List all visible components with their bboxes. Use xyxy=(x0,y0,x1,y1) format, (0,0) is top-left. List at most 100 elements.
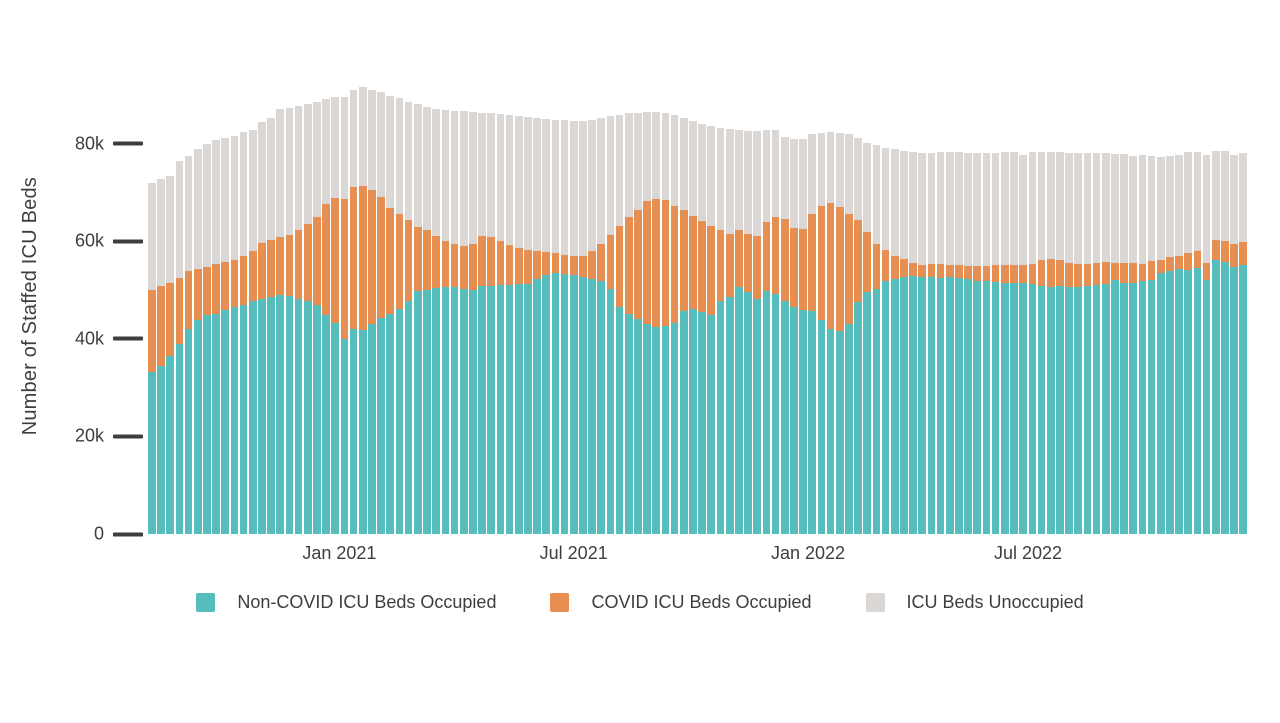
stacked-bar-week[interactable] xyxy=(524,117,532,534)
stacked-bar-week[interactable] xyxy=(230,135,239,534)
stacked-bar-week[interactable] xyxy=(542,119,551,534)
stacked-bar-week[interactable] xyxy=(166,175,175,534)
stacked-bar-week[interactable] xyxy=(1166,156,1174,534)
stacked-bar-week[interactable] xyxy=(1175,154,1183,534)
stacked-bar-week[interactable] xyxy=(597,118,606,534)
stacked-bar-week[interactable] xyxy=(148,182,156,534)
stacked-bar-week[interactable] xyxy=(1129,155,1138,534)
stacked-bar-week[interactable] xyxy=(248,130,257,534)
legend-item[interactable]: ICU Beds Unoccupied xyxy=(865,592,1084,613)
stacked-bar-week[interactable] xyxy=(313,101,321,534)
stacked-bar-week[interactable] xyxy=(569,120,578,534)
stacked-bar-week[interactable] xyxy=(817,132,826,534)
stacked-bar-week[interactable] xyxy=(423,107,431,534)
stacked-bar-week[interactable] xyxy=(404,101,413,534)
stacked-bar-week[interactable] xyxy=(1111,153,1119,534)
stacked-bar-week[interactable] xyxy=(1065,153,1073,534)
stacked-bar-week[interactable] xyxy=(643,112,651,534)
stacked-bar-week[interactable] xyxy=(331,96,340,534)
stacked-bar-week[interactable] xyxy=(744,130,752,534)
stacked-bar-week[interactable] xyxy=(212,140,220,534)
stacked-bar-week[interactable] xyxy=(1010,152,1018,534)
stacked-bar-week[interactable] xyxy=(652,112,661,534)
stacked-bar-week[interactable] xyxy=(551,119,560,534)
stacked-bar-week[interactable] xyxy=(1138,155,1147,534)
stacked-bar-week[interactable] xyxy=(386,95,395,534)
stacked-bar-week[interactable] xyxy=(689,121,697,534)
stacked-bar-week[interactable] xyxy=(377,92,385,534)
stacked-bar-week[interactable] xyxy=(395,97,404,534)
stacked-bar-week[interactable] xyxy=(1028,152,1037,534)
stacked-bar-week[interactable] xyxy=(634,112,642,534)
stacked-bar-week[interactable] xyxy=(157,178,165,534)
stacked-bar-week[interactable] xyxy=(340,96,349,534)
stacked-bar-week[interactable] xyxy=(872,144,881,534)
stacked-bar-week[interactable] xyxy=(432,108,440,534)
stacked-bar-week[interactable] xyxy=(1101,153,1110,534)
stacked-bar-week[interactable] xyxy=(854,137,862,534)
stacked-bar-week[interactable] xyxy=(707,126,716,534)
stacked-bar-week[interactable] xyxy=(973,153,982,534)
legend-item[interactable]: Non-COVID ICU Beds Occupied xyxy=(196,592,496,613)
stacked-bar-week[interactable] xyxy=(1000,152,1009,534)
stacked-bar-week[interactable] xyxy=(1083,153,1092,534)
stacked-bar-week[interactable] xyxy=(679,118,688,534)
stacked-bar-week[interactable] xyxy=(1037,151,1046,534)
stacked-bar-week[interactable] xyxy=(790,139,798,534)
stacked-bar-week[interactable] xyxy=(624,113,633,534)
stacked-bar-week[interactable] xyxy=(221,138,230,534)
stacked-bar-week[interactable] xyxy=(368,89,376,534)
stacked-bar-week[interactable] xyxy=(799,138,807,534)
stacked-bar-week[interactable] xyxy=(496,114,505,534)
stacked-bar-week[interactable] xyxy=(193,148,202,534)
stacked-bar-week[interactable] xyxy=(881,147,890,534)
stacked-bar-week[interactable] xyxy=(413,104,422,534)
stacked-bar-week[interactable] xyxy=(1239,153,1248,534)
stacked-bar-week[interactable] xyxy=(615,114,624,534)
stacked-bar-week[interactable] xyxy=(698,124,706,534)
stacked-bar-week[interactable] xyxy=(1156,156,1165,534)
stacked-bar-week[interactable] xyxy=(1092,153,1101,534)
stacked-bar-week[interactable] xyxy=(845,134,853,534)
stacked-bar-week[interactable] xyxy=(909,152,917,534)
stacked-bar-week[interactable] xyxy=(579,121,587,534)
stacked-bar-week[interactable] xyxy=(588,120,596,534)
stacked-bar-week[interactable] xyxy=(533,118,541,534)
stacked-bar-week[interactable] xyxy=(358,87,367,534)
stacked-bar-week[interactable] xyxy=(1230,154,1238,534)
stacked-bar-week[interactable] xyxy=(469,112,477,534)
stacked-bar-week[interactable] xyxy=(239,132,248,534)
stacked-bar-week[interactable] xyxy=(945,151,954,534)
stacked-bar-week[interactable] xyxy=(505,115,514,534)
legend-item[interactable]: COVID ICU Beds Occupied xyxy=(550,592,812,613)
stacked-bar-week[interactable] xyxy=(936,152,945,534)
stacked-bar-week[interactable] xyxy=(203,144,211,534)
stacked-bar-week[interactable] xyxy=(753,131,762,534)
stacked-bar-week[interactable] xyxy=(303,103,312,534)
stacked-bar-week[interactable] xyxy=(267,117,275,534)
stacked-bar-week[interactable] xyxy=(964,152,972,534)
stacked-bar-week[interactable] xyxy=(1202,155,1211,534)
stacked-bar-week[interactable] xyxy=(349,90,358,534)
stacked-bar-week[interactable] xyxy=(982,153,991,534)
stacked-bar-week[interactable] xyxy=(1147,155,1156,534)
stacked-bar-week[interactable] xyxy=(175,160,184,534)
stacked-bar-week[interactable] xyxy=(258,121,266,534)
stacked-bar-week[interactable] xyxy=(1120,154,1128,534)
stacked-bar-week[interactable] xyxy=(478,112,486,534)
stacked-bar-week[interactable] xyxy=(735,129,743,534)
stacked-bar-week[interactable] xyxy=(606,116,615,534)
stacked-bar-week[interactable] xyxy=(780,136,789,534)
stacked-bar-week[interactable] xyxy=(1221,150,1229,534)
stacked-bar-week[interactable] xyxy=(276,109,285,534)
stacked-bar-week[interactable] xyxy=(863,142,872,534)
stacked-bar-week[interactable] xyxy=(1019,155,1027,534)
stacked-bar-week[interactable] xyxy=(450,110,459,534)
stacked-bar-week[interactable] xyxy=(1074,153,1083,534)
stacked-bar-week[interactable] xyxy=(725,128,734,534)
stacked-bar-week[interactable] xyxy=(459,111,468,534)
stacked-bar-week[interactable] xyxy=(927,152,936,534)
stacked-bar-week[interactable] xyxy=(835,132,844,534)
stacked-bar-week[interactable] xyxy=(716,128,725,534)
stacked-bar-week[interactable] xyxy=(1056,152,1064,534)
